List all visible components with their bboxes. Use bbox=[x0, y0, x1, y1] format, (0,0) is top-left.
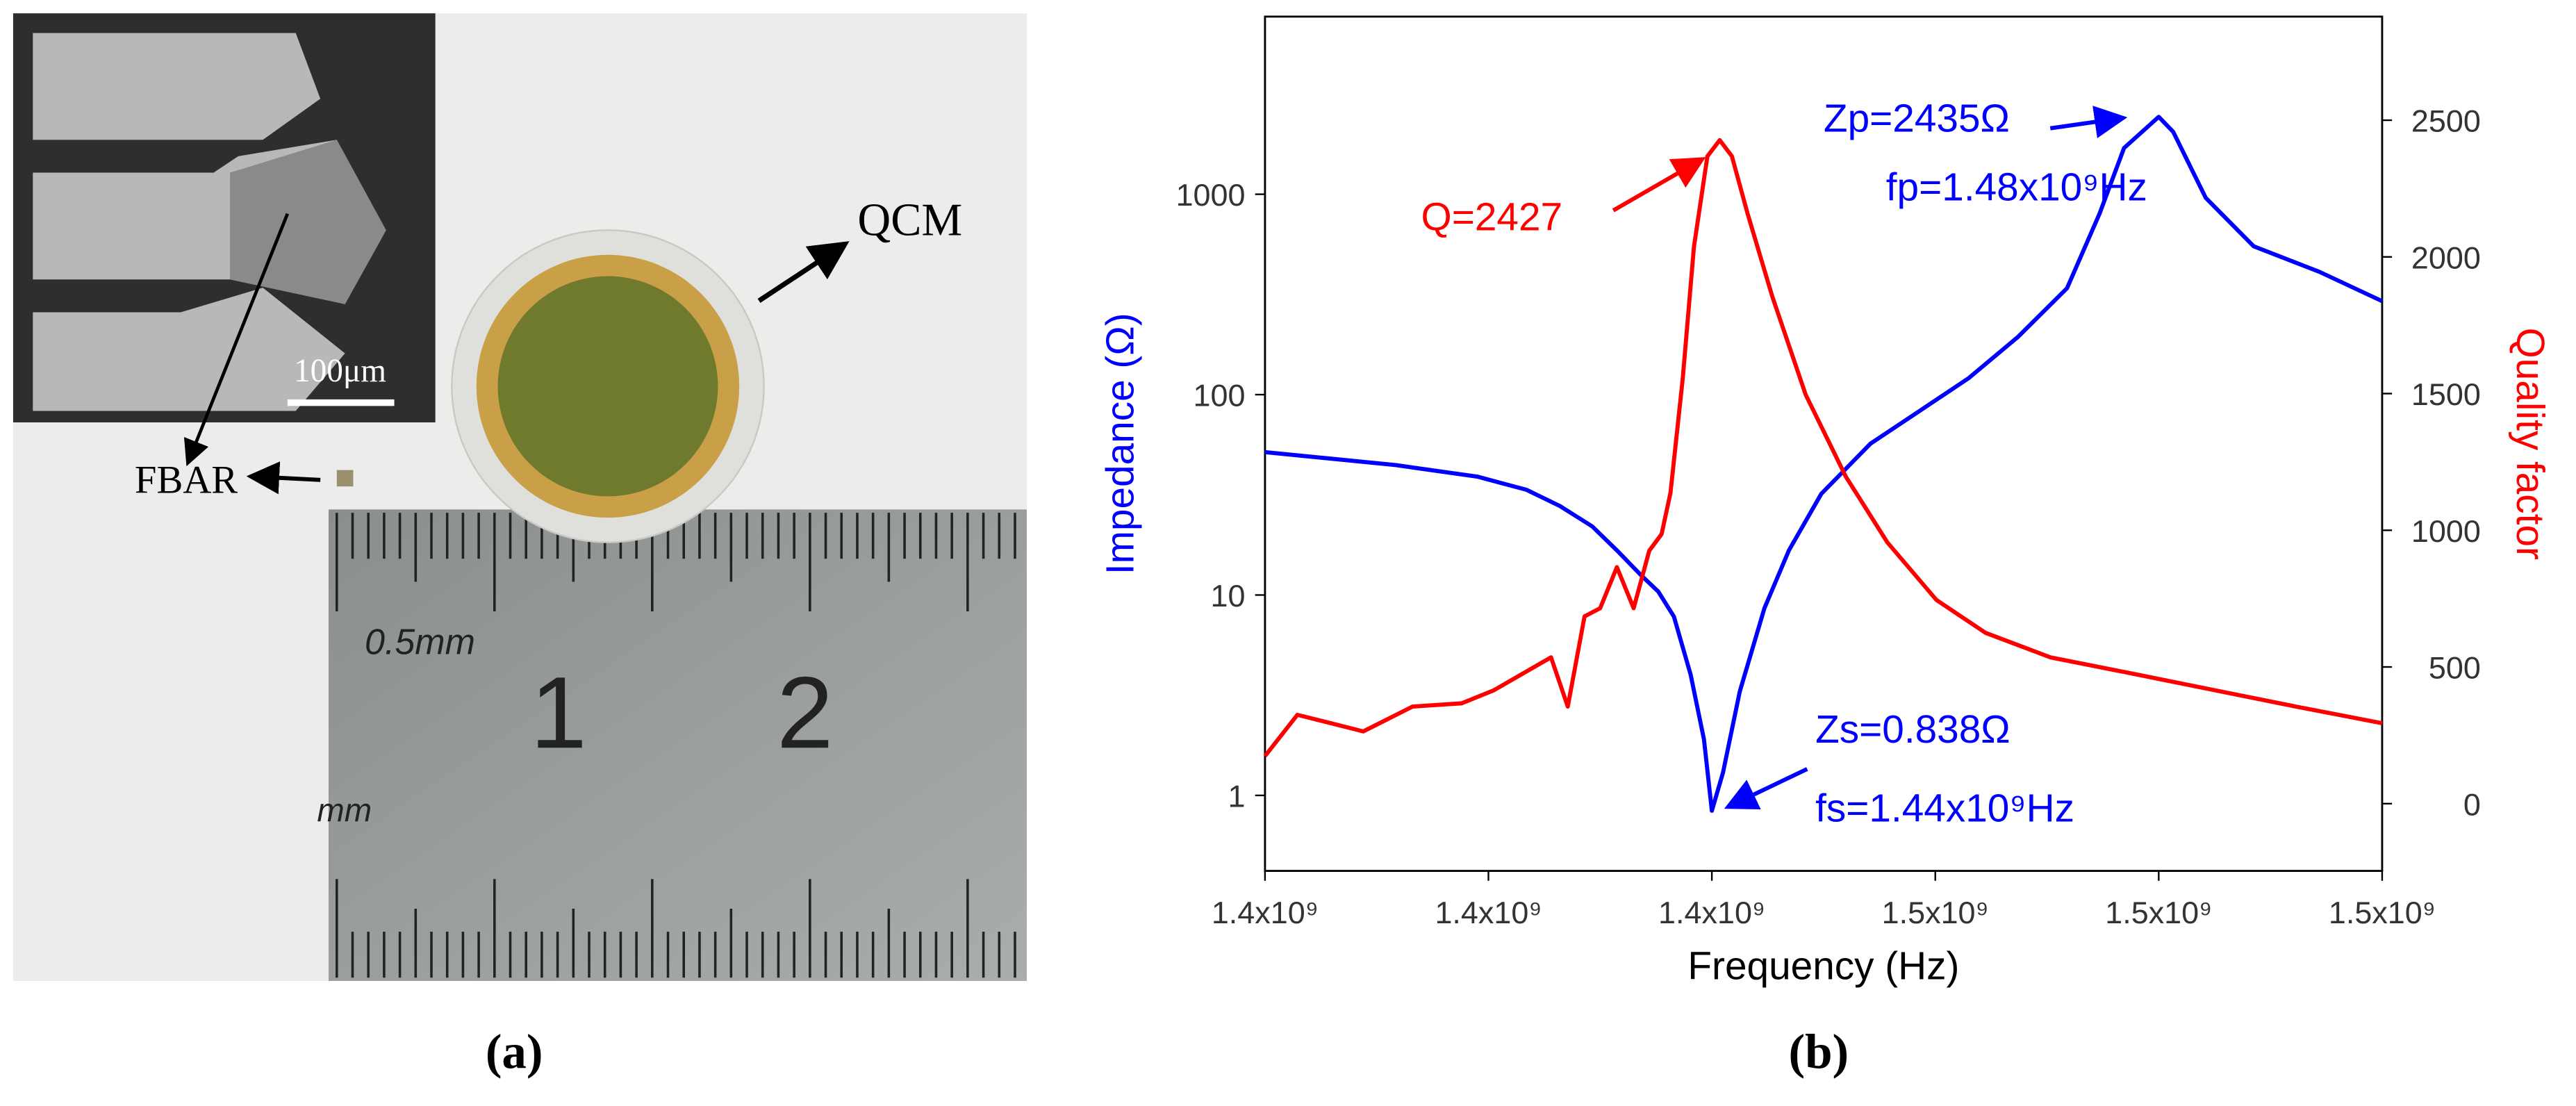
y-tick-label: 10 bbox=[1211, 578, 1246, 613]
y2-tick-label: 500 bbox=[2429, 650, 2481, 686]
annotation: fs=1.44x10⁹Hz bbox=[1815, 787, 2074, 831]
x-tick-label: 1.4x10⁹ bbox=[1212, 895, 1319, 930]
annotation: fp=1.48x10⁹Hz bbox=[1886, 166, 2147, 210]
x-tick-label: 1.4x10⁹ bbox=[1435, 895, 1542, 930]
plot-frame bbox=[1264, 15, 2384, 873]
qcm-label: QCM bbox=[857, 195, 962, 245]
photo: 100μm FBAR QCM 0.5mm 1 2 mm bbox=[13, 13, 1027, 982]
y2-tick-label: 2500 bbox=[2411, 104, 2481, 139]
y2-tick-label: 1500 bbox=[2411, 377, 2481, 412]
y2-tick-label: 2000 bbox=[2411, 240, 2481, 275]
panel-label: (b) bbox=[1788, 1025, 1849, 1079]
annotation-arrow bbox=[2049, 106, 2128, 138]
data-line bbox=[1264, 115, 2384, 813]
y2-tick-label: 0 bbox=[2463, 786, 2481, 822]
y-tick-label: 1 bbox=[1228, 778, 1246, 814]
y-axis-label: Impedance (Ω) bbox=[1099, 313, 1143, 575]
x-tick-label: 1.5x10⁹ bbox=[2329, 895, 2436, 930]
qcm-electrode bbox=[497, 276, 718, 497]
annotation: Zp=2435Ω bbox=[1824, 97, 2010, 140]
x-tick-label: 1.5x10⁹ bbox=[2105, 895, 2212, 930]
ruler-label: mm bbox=[317, 793, 372, 830]
data-line bbox=[1263, 138, 2383, 758]
ruler-ticks bbox=[336, 513, 1016, 978]
panel-label: (a) bbox=[486, 1025, 543, 1079]
x-axis-label: Frequency (Hz) bbox=[1687, 945, 1959, 989]
sem-electrodes bbox=[33, 33, 386, 411]
x-tick-label: 1.5x10⁹ bbox=[1882, 895, 1989, 930]
fbar-arrow bbox=[183, 213, 290, 467]
y2-tick-label: 1000 bbox=[2411, 513, 2481, 549]
ruler bbox=[328, 509, 1027, 982]
annotation: Q=2427 bbox=[1421, 195, 1563, 239]
fbar-chip-arrow bbox=[246, 461, 321, 495]
scale-bar-label: 100μm bbox=[294, 353, 386, 389]
y-tick-label: 1000 bbox=[1176, 177, 1246, 213]
annotation-arrow bbox=[1724, 767, 1808, 810]
y-tick-label: 100 bbox=[1194, 378, 1246, 413]
annotation-arrow bbox=[1612, 157, 1706, 213]
x-tick-label: 1.4x10⁹ bbox=[1658, 895, 1765, 930]
ruler-label: 0.5mm bbox=[365, 622, 475, 662]
qcm-arrow bbox=[757, 241, 850, 303]
fbar-chip bbox=[336, 470, 354, 487]
annotation: Zs=0.838Ω bbox=[1815, 708, 2011, 752]
y2-axis-label: Quality factor bbox=[2508, 328, 2552, 560]
chart: 1.4x10⁹ 1.4x10⁹ 1.4x10⁹ 1.5x10⁹ 1.5x10⁹ 1.5x1… bbox=[1099, 15, 2552, 989]
fbar-label: FBAR bbox=[135, 459, 238, 502]
ruler-label: 2 bbox=[777, 656, 834, 770]
ruler-label: 1 bbox=[530, 656, 587, 770]
